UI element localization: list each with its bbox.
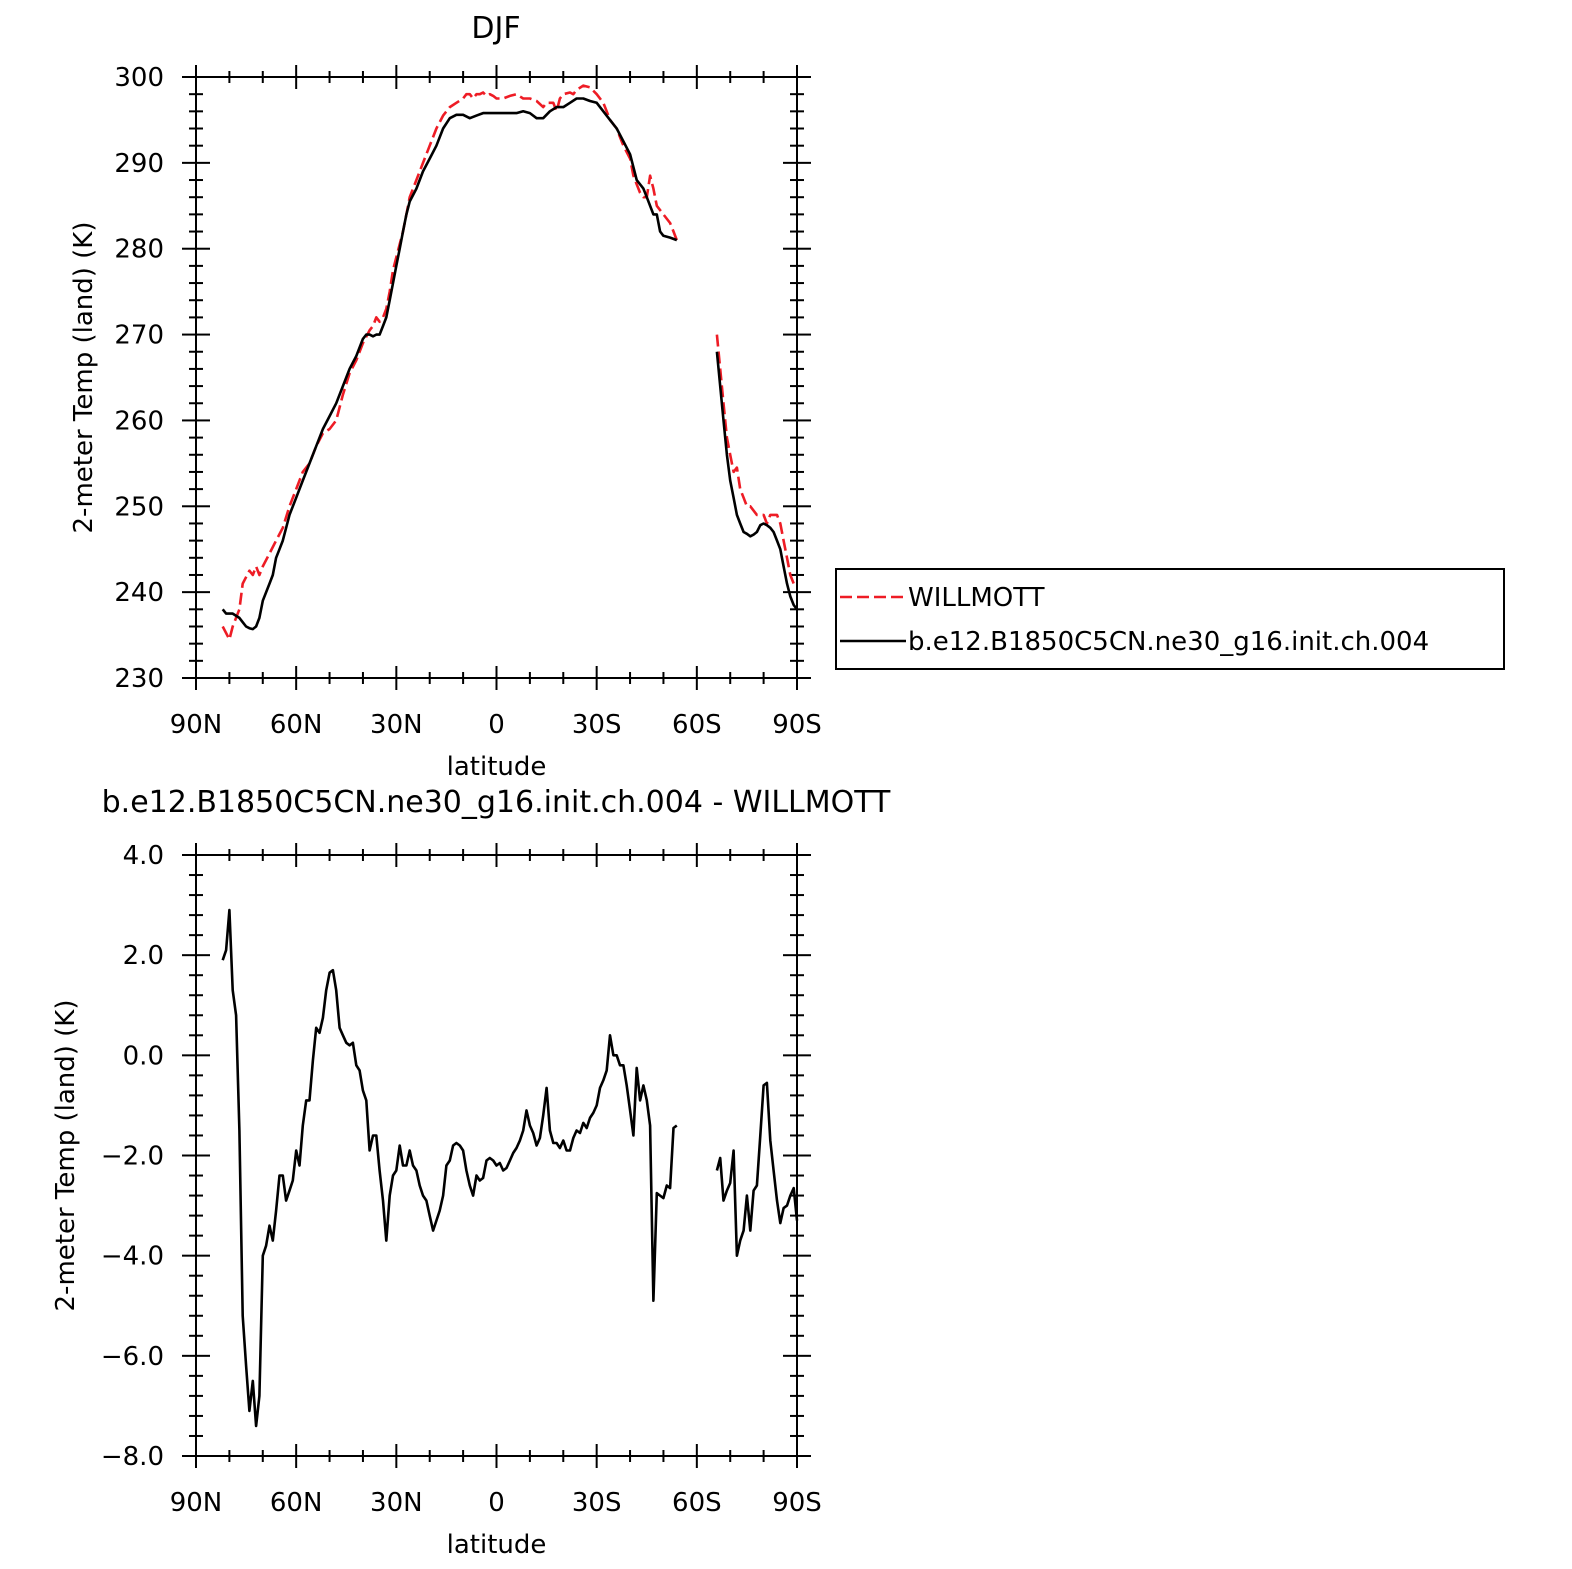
chart-title: b.e12.B1850C5CN.ne30_g16.init.ch.004 - W… bbox=[102, 785, 891, 820]
x-tick-label: 30N bbox=[370, 710, 423, 740]
series-line-1-0-0 bbox=[221, 908, 678, 1428]
series-line-0-1-0 bbox=[221, 97, 678, 631]
chart-title: DJF bbox=[471, 11, 520, 46]
y-tick-label: −8.0 bbox=[101, 1442, 164, 1472]
y-tick-label: 230 bbox=[114, 664, 164, 694]
legend-label: b.e12.B1850C5CN.ne30_g16.init.ch.004 bbox=[908, 627, 1429, 657]
y-tick-label: 0.0 bbox=[123, 1041, 164, 1071]
x-tick-label: 30S bbox=[572, 1488, 622, 1518]
x-tick-label: 60S bbox=[672, 710, 722, 740]
series-line-0-0-1 bbox=[715, 334, 797, 585]
y-tick-label: 290 bbox=[114, 149, 164, 179]
y-tick-label: 4.0 bbox=[123, 841, 164, 871]
plot-frame-1 bbox=[195, 854, 798, 1457]
x-tick-label: 0 bbox=[488, 710, 505, 740]
x-tick-label: 0 bbox=[488, 1488, 505, 1518]
x-tick-label: 60S bbox=[672, 1488, 722, 1518]
legend-box bbox=[835, 568, 1505, 670]
x-tick-label: 90N bbox=[170, 1488, 223, 1518]
x-tick-label: 30S bbox=[572, 710, 622, 740]
y-tick-label: 260 bbox=[114, 406, 164, 436]
plot-frame-0 bbox=[195, 76, 798, 679]
x-axis-label: latitude bbox=[447, 1530, 547, 1560]
x-tick-label: 90N bbox=[170, 710, 223, 740]
x-tick-label: 60N bbox=[270, 710, 323, 740]
series-line-1-0-1 bbox=[715, 1081, 799, 1257]
x-tick-label: 60N bbox=[270, 1488, 323, 1518]
y-tick-label: 280 bbox=[114, 235, 164, 265]
x-tick-label: 90S bbox=[772, 710, 822, 740]
series-line-0-1-1 bbox=[715, 351, 799, 611]
series-line-0-0-0 bbox=[221, 84, 679, 641]
y-axis-label: 2-meter Temp (land) (K) bbox=[69, 222, 99, 534]
x-axis-label: latitude bbox=[447, 752, 547, 782]
y-tick-label: 250 bbox=[114, 492, 164, 522]
y-tick-label: 240 bbox=[114, 578, 164, 608]
y-axis-label: 2-meter Temp (land) (K) bbox=[51, 1000, 81, 1312]
y-tick-label: −4.0 bbox=[101, 1242, 164, 1272]
x-tick-label: 90S bbox=[772, 1488, 822, 1518]
y-tick-label: −2.0 bbox=[101, 1142, 164, 1172]
y-tick-label: 2.0 bbox=[123, 941, 164, 971]
y-tick-label: 300 bbox=[114, 63, 164, 93]
legend-label: WILLMOTT bbox=[908, 583, 1045, 613]
y-tick-label: −6.0 bbox=[101, 1342, 164, 1372]
x-tick-label: 30N bbox=[370, 1488, 423, 1518]
y-tick-label: 270 bbox=[114, 321, 164, 351]
